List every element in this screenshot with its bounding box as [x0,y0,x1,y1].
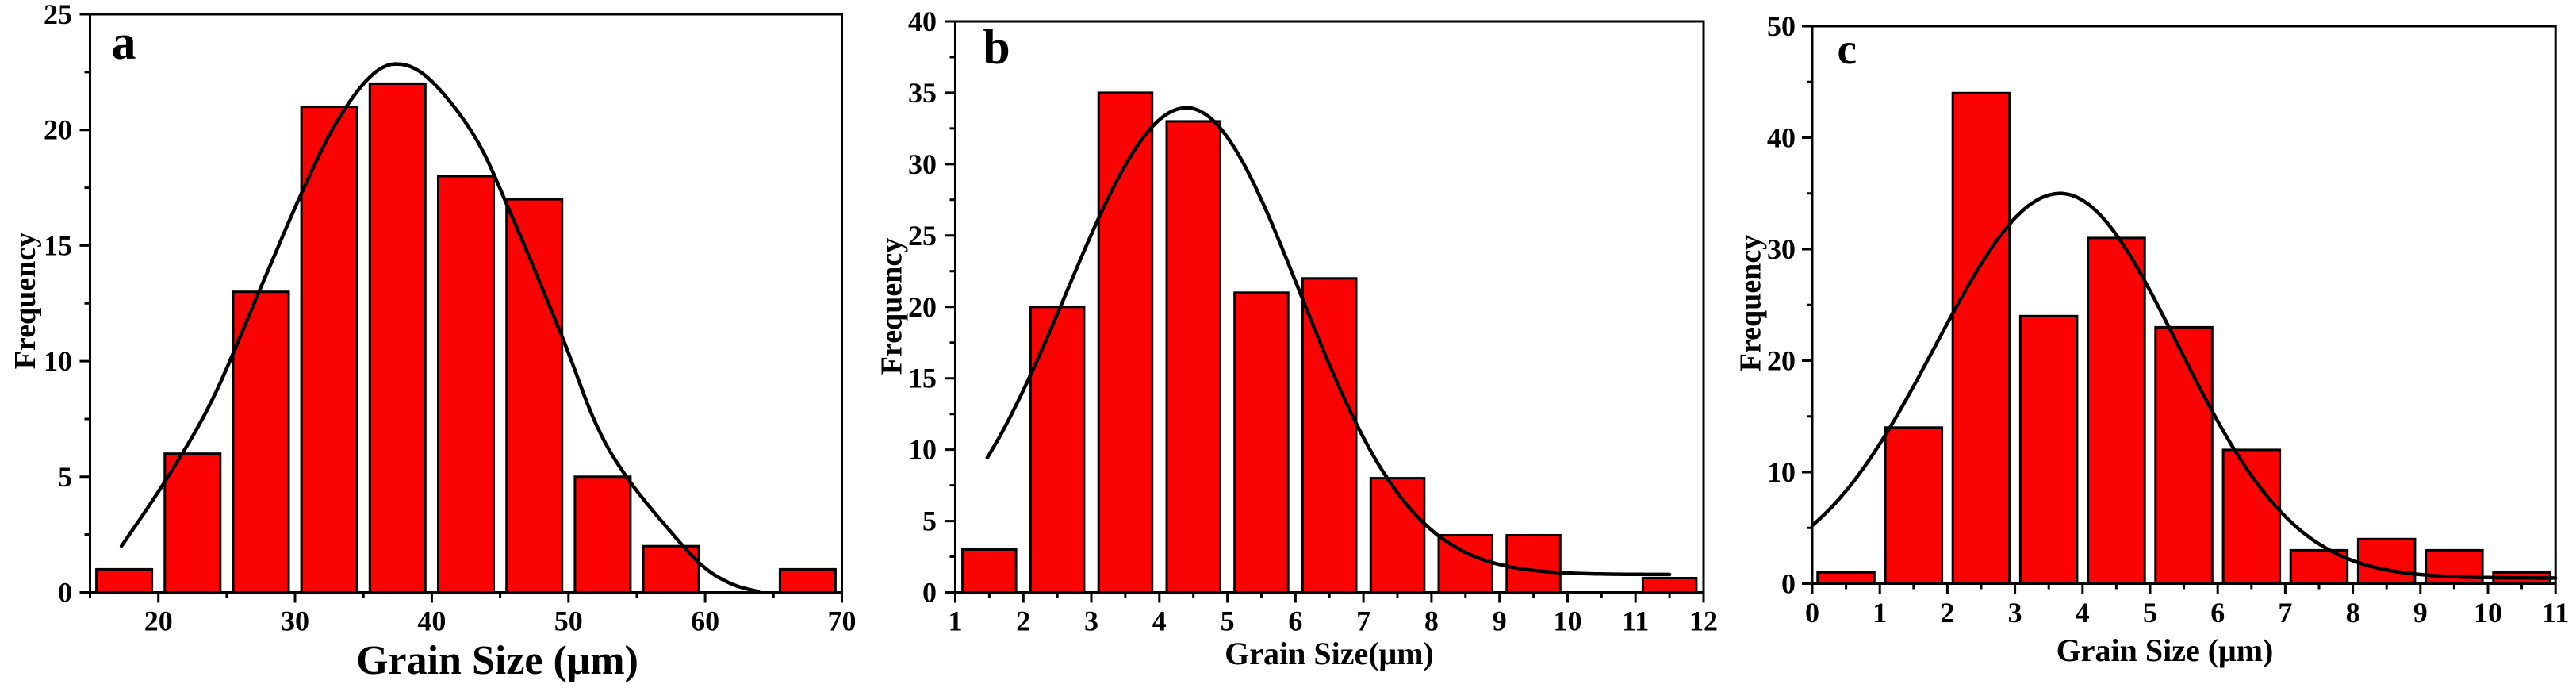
svg-text:10: 10 [44,345,72,377]
svg-text:a: a [112,16,136,70]
svg-text:70: 70 [828,605,857,637]
svg-text:6: 6 [1288,605,1302,637]
svg-text:10: 10 [908,434,937,466]
svg-text:2: 2 [1940,597,1954,628]
svg-text:10: 10 [1554,605,1582,637]
svg-text:10: 10 [2474,597,2502,628]
svg-text:0: 0 [1805,597,1819,628]
svg-text:0: 0 [922,577,937,609]
svg-text:5: 5 [922,505,937,537]
svg-text:4: 4 [1152,605,1167,637]
svg-text:20: 20 [1767,345,1796,377]
svg-text:15: 15 [44,229,72,261]
svg-text:Grain Size (μm): Grain Size (μm) [356,638,638,683]
svg-text:11: 11 [2542,597,2569,628]
svg-text:7: 7 [2278,597,2292,628]
svg-text:30: 30 [908,148,937,180]
svg-text:9: 9 [2413,597,2428,628]
svg-text:5: 5 [58,461,72,493]
svg-text:8: 8 [1424,605,1439,637]
svg-text:8: 8 [2346,597,2360,628]
svg-text:40: 40 [908,6,937,37]
svg-text:20: 20 [908,291,937,323]
svg-text:b: b [983,21,1010,75]
svg-text:30: 30 [281,605,309,637]
svg-text:6: 6 [2210,597,2225,628]
svg-text:15: 15 [908,363,937,394]
svg-text:0: 0 [58,577,72,609]
svg-text:20: 20 [144,605,173,637]
svg-text:1: 1 [1873,597,1887,628]
svg-text:60: 60 [691,605,719,637]
svg-text:9: 9 [1493,605,1507,637]
svg-text:50: 50 [1767,10,1796,42]
svg-text:11: 11 [1622,605,1649,637]
svg-text:12: 12 [1689,605,1718,637]
svg-text:10: 10 [1767,456,1796,488]
svg-text:25: 25 [44,0,72,30]
svg-text:25: 25 [908,220,937,252]
svg-text:5: 5 [1221,605,1235,637]
svg-text:20: 20 [44,114,72,146]
svg-text:30: 30 [1767,233,1796,265]
svg-text:3: 3 [1084,605,1098,637]
svg-text:c: c [1837,25,1856,73]
svg-text:5: 5 [2143,597,2157,628]
svg-text:50: 50 [554,605,583,637]
svg-text:1: 1 [949,605,963,637]
svg-text:40: 40 [1767,122,1796,154]
svg-text:Grain Size (μm): Grain Size (μm) [2057,632,2274,668]
svg-text:35: 35 [908,77,937,109]
svg-text:Frequency: Frequency [876,238,909,375]
svg-text:7: 7 [1356,605,1370,637]
svg-text:3: 3 [2008,597,2022,628]
svg-text:40: 40 [417,605,446,637]
svg-text:Frequency: Frequency [1734,235,1767,371]
svg-text:0: 0 [1781,568,1796,600]
svg-text:Grain Size(μm): Grain Size(μm) [1225,636,1434,671]
svg-text:Frequency: Frequency [9,233,42,369]
svg-text:4: 4 [2076,597,2090,628]
svg-text:2: 2 [1016,605,1030,637]
